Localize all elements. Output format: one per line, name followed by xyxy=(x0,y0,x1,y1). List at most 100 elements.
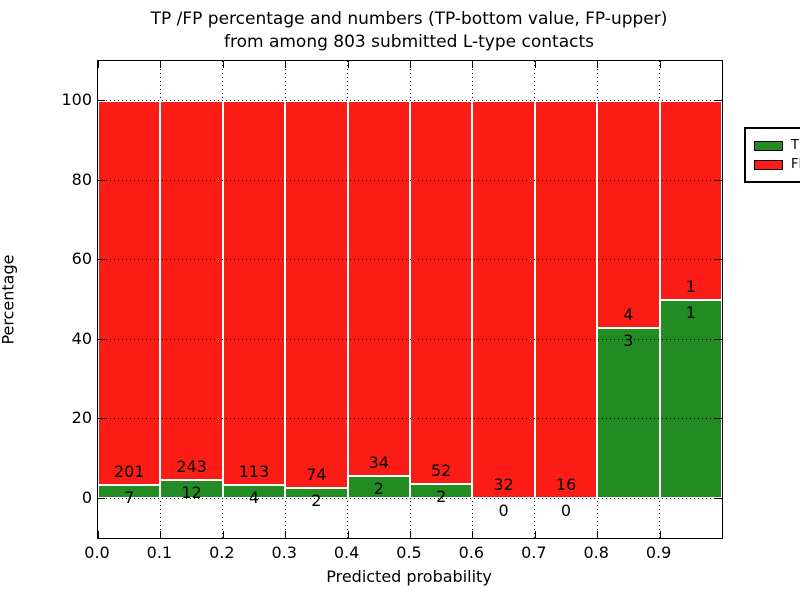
plot-canvas: 201 7 243 12 113 4 74 2 34 2 52 2 32 0 16 0 4 3 1 1 xyxy=(98,61,722,538)
y-tick-left xyxy=(98,259,105,261)
horizontal-gridline xyxy=(98,497,722,499)
horizontal-gridline xyxy=(98,100,722,102)
x-tick-top xyxy=(472,61,474,68)
bar-fp xyxy=(222,100,286,485)
y-tick-left xyxy=(98,418,105,420)
x-tick-top xyxy=(347,61,349,68)
x-tick-bottom xyxy=(285,531,287,538)
x-tick-bottom xyxy=(410,531,411,538)
x-tick-label: 0.0 xyxy=(84,543,110,562)
bar-fp xyxy=(347,100,410,477)
legend-swatch-fp xyxy=(754,159,783,170)
plot-area: 201 7 243 12 113 4 74 2 34 2 52 2 32 0 16 0 4 3 1 1 TP FP xyxy=(97,60,800,539)
bar-fp xyxy=(659,100,722,300)
y-tick-right xyxy=(715,497,722,499)
legend-row-tp: TP xyxy=(754,137,800,154)
x-tick-top xyxy=(597,61,599,68)
chart-title-line1: TP /FP percentage and numbers (TP-bottom… xyxy=(150,9,668,29)
x-tick-top xyxy=(222,61,224,68)
bar-count-fp: 52 xyxy=(431,460,452,480)
legend-swatch-tp xyxy=(754,140,783,151)
bar-tp xyxy=(410,483,473,499)
bar-tp xyxy=(659,299,722,499)
bar-tp xyxy=(222,484,286,499)
y-axis-label: Percentage xyxy=(0,254,18,345)
horizontal-gridline xyxy=(98,179,722,181)
x-tick-top xyxy=(659,61,661,68)
x-tick-bottom xyxy=(659,531,661,538)
chart-title: TP /FP percentage and numbers (TP-bottom… xyxy=(97,8,721,54)
bar-count-tp: 7 xyxy=(124,487,135,507)
bar-fp xyxy=(98,100,161,485)
x-axis-label: Predicted probability xyxy=(326,567,492,586)
bar-count-tp: 3 xyxy=(623,330,634,350)
y-tick-label: 0 xyxy=(81,487,92,507)
legend-label-fp: FP xyxy=(791,157,800,172)
bar-count-fp: 243 xyxy=(176,456,207,476)
bar-count-fp: 32 xyxy=(493,475,514,495)
legend: TP FP xyxy=(744,127,800,183)
bar-fp xyxy=(410,100,473,484)
bar-count-tp: 2 xyxy=(311,490,322,510)
x-tick-label: 0.3 xyxy=(271,543,297,562)
legend-label-tp: TP xyxy=(791,138,800,153)
x-tick-label: 0.9 xyxy=(645,543,672,562)
bar-count-tp: 2 xyxy=(373,479,384,499)
y-tick-label: 80 xyxy=(71,169,92,189)
bar-count-tp: 0 xyxy=(560,501,572,521)
legend-row-fp: FP xyxy=(754,156,800,173)
bar-fp xyxy=(285,100,348,488)
x-tick-top xyxy=(160,61,162,68)
horizontal-gridline xyxy=(98,259,722,261)
x-tick-label: 0.7 xyxy=(521,543,547,562)
x-tick-label: 0.1 xyxy=(146,543,173,562)
bar-count-fp: 201 xyxy=(113,461,145,481)
bar-count-fp: 16 xyxy=(555,475,577,495)
bar-count-fp: 34 xyxy=(368,453,389,473)
x-tick-top xyxy=(534,61,536,68)
x-tick-bottom xyxy=(98,531,99,538)
x-tick-bottom xyxy=(347,531,349,538)
bar-tp xyxy=(160,479,223,499)
y-tick-label: 100 xyxy=(61,90,92,110)
x-tick-label: 0.5 xyxy=(396,543,422,562)
bar-tp xyxy=(98,484,161,499)
y-tick-right xyxy=(715,259,722,261)
x-tick-bottom xyxy=(160,531,162,538)
x-tick-bottom xyxy=(472,531,474,538)
x-tick-label: 0.6 xyxy=(458,543,485,562)
bar-count-fp: 113 xyxy=(238,461,270,481)
y-tick-label: 20 xyxy=(71,408,92,428)
bar-count-tp: 1 xyxy=(685,302,696,322)
bar-count-tp: 4 xyxy=(248,487,260,507)
bar-fp xyxy=(472,100,535,499)
bar-count-fp: 74 xyxy=(306,464,327,484)
x-tick-label: 0.2 xyxy=(209,543,235,562)
horizontal-gridline xyxy=(98,418,722,420)
y-tick-right xyxy=(715,418,722,420)
y-tick-right xyxy=(715,179,722,181)
y-tick-right xyxy=(715,338,722,340)
bar-fp xyxy=(160,100,223,480)
y-tick-label: 40 xyxy=(71,328,92,348)
x-tick-bottom xyxy=(597,531,599,538)
bar-count-tp: 2 xyxy=(436,486,447,506)
y-tick-left xyxy=(98,497,105,499)
bar-count-tp: 12 xyxy=(181,482,202,502)
y-tick-left xyxy=(98,338,105,340)
y-tick-label: 60 xyxy=(71,249,92,269)
bar-count-tp: 0 xyxy=(498,501,509,521)
chart-title-line2: from among 803 submitted L-type contacts xyxy=(223,32,594,52)
bar-count-fp: 4 xyxy=(623,304,634,324)
bar-fp xyxy=(597,100,660,328)
bar-tp xyxy=(597,327,660,499)
x-tick-top xyxy=(410,61,411,68)
x-tick-bottom xyxy=(222,531,224,538)
horizontal-gridline xyxy=(98,338,722,340)
bar-count-fp: 1 xyxy=(685,276,696,296)
y-tick-right xyxy=(715,100,722,102)
x-tick-top xyxy=(285,61,287,68)
bar-tp xyxy=(285,487,348,499)
y-tick-left xyxy=(98,100,105,102)
